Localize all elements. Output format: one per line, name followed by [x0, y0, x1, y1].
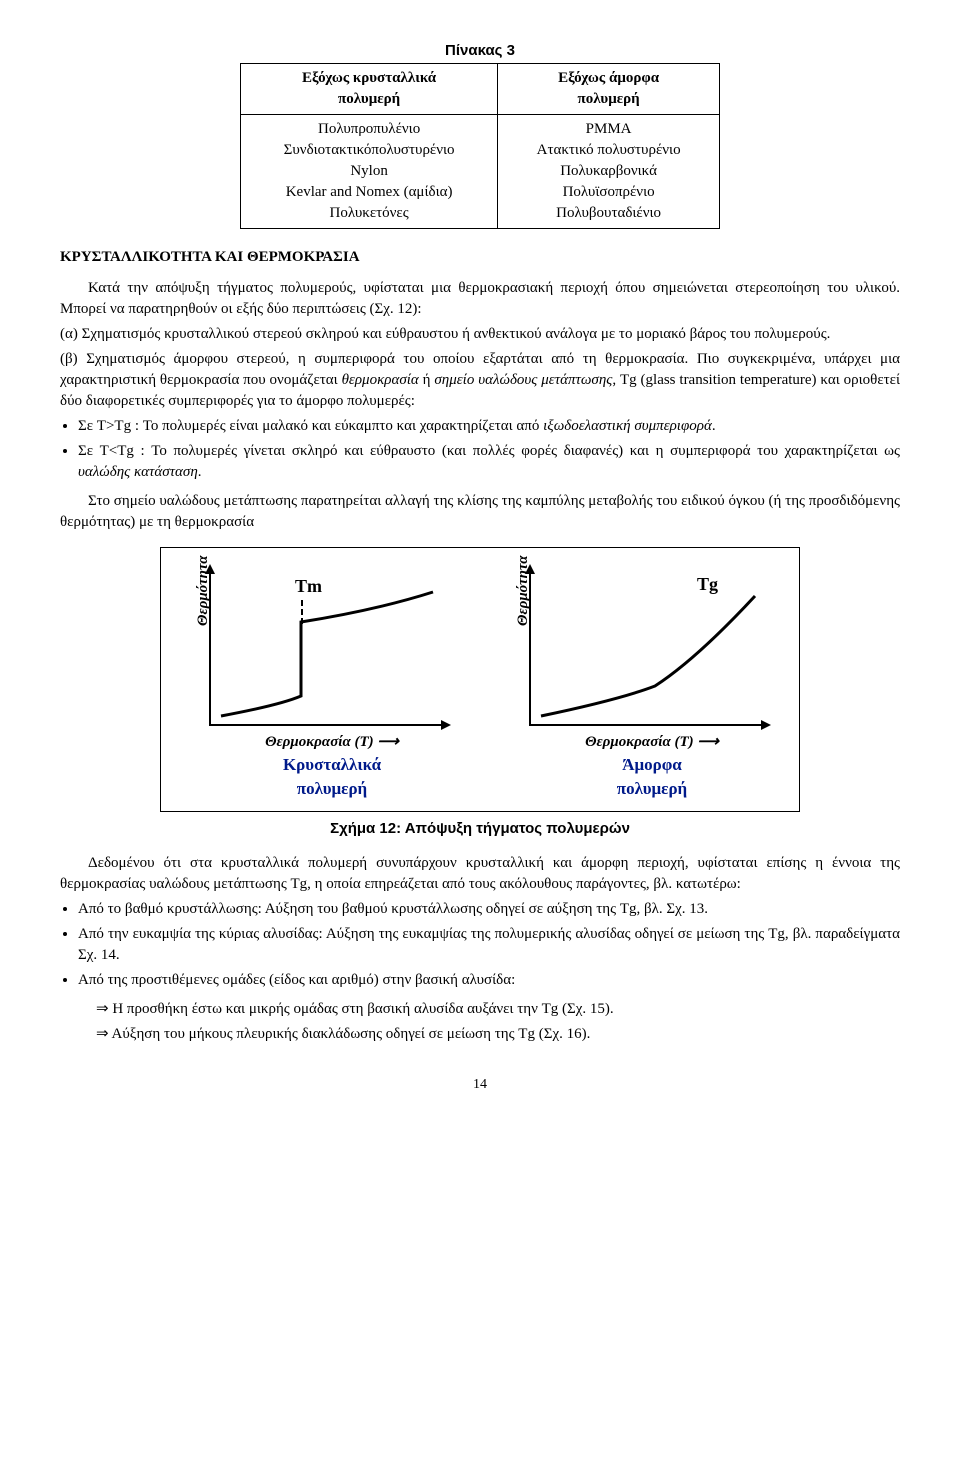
- para-b: (β) Σχηματισμός άμορφου στερεού, η συμπε…: [60, 349, 900, 412]
- bullet-tgtg-below: Σε T<Tg : Το πολυμερές γίνεται σκληρό κα…: [78, 441, 900, 483]
- figure12-box: Tm Θερμότητα Θερμοκρασία (T) ⟶ Κρυσταλλι…: [160, 547, 800, 812]
- figure12-left-panel: Tm Θερμότητα Θερμοκρασία (T) ⟶ Κρυσταλλι…: [185, 566, 455, 801]
- table3-left-cell: Πολυπροπυλένιο Συνδιοτακτικόπολυστυρένιο…: [241, 115, 498, 229]
- ylabel-right: Θερμότητα: [513, 555, 534, 626]
- page-number: 14: [60, 1075, 900, 1095]
- curve-right: [529, 566, 769, 726]
- table3-head-left: Εξόχως κρυσταλλικά πολυμερή: [241, 64, 498, 115]
- arrow-item-2: Αύξηση του μήκους πλευρικής διακλάδωσης …: [96, 1024, 900, 1045]
- table3-title: Πίνακας 3: [240, 40, 720, 61]
- arrow-right-icon: ⟶: [377, 734, 399, 750]
- xlabel-right: Θερμοκρασία (T) ⟶: [529, 732, 775, 753]
- section-heading: ΚΡΥΣΤΑΛΛΙΚΟΤΗΤΑ ΚΑΙ ΘΕΡΜΟΚΡΑΣΙΑ: [60, 247, 900, 268]
- bullets-factors: Από το βαθμό κρυστάλλωσης: Αύξηση του βα…: [60, 899, 900, 991]
- bullet-factor-1: Από το βαθμό κρυστάλλωσης: Αύξηση του βα…: [78, 899, 900, 920]
- bullet-factor-2: Από την ευκαμψία της κύριας αλυσίδας: Αύ…: [78, 924, 900, 966]
- para-factors: Δεδομένου ότι στα κρυσταλλικά πολυμερή σ…: [60, 853, 900, 895]
- tm-label: Tm: [295, 574, 322, 599]
- arrow-item-1: Η προσθήκη έστω και μικρής ομάδας στη βα…: [96, 999, 900, 1020]
- arrow-sublist: Η προσθήκη έστω και μικρής ομάδας στη βα…: [60, 999, 900, 1045]
- bullet-factor-3: Από της προστιθέμενες ομάδες (είδος και …: [78, 970, 900, 991]
- dash-tm: [301, 600, 303, 624]
- table3-wrap: Πίνακας 3 Εξόχως κρυσταλλικά πολυμερή Εξ…: [240, 40, 720, 229]
- figure12-right-panel: Tg Θερμότητα Θερμοκρασία (T) ⟶ Άμορφα πο…: [505, 566, 775, 801]
- para-transition: Στο σημείο υαλώδους μετάπτωσης παρατηρεί…: [60, 491, 900, 533]
- figure12-left-chart: Tm Θερμότητα: [209, 566, 449, 726]
- ylabel-left: Θερμότητα: [193, 555, 214, 626]
- para-intro: Κατά την απόψυξη τήγματος πολυμερούς, υφ…: [60, 278, 900, 320]
- arrow-right-icon: ⟶: [697, 734, 719, 750]
- tg-label: Tg: [697, 572, 718, 597]
- bullets-behaviour: Σε T>Tg : Το πολυμερές είναι μαλακό και …: [60, 416, 900, 483]
- panel-label-left: Κρυσταλλικά πολυμερή: [209, 753, 455, 801]
- table3-head-right: Εξόχως άμορφα πολυμερή: [498, 64, 720, 115]
- curve-left: [209, 566, 449, 726]
- xlabel-left: Θερμοκρασία (T) ⟶: [209, 732, 455, 753]
- figure12-caption: Σχήμα 12: Απόψυξη τήγματος πολυμερών: [60, 818, 900, 839]
- para-a: (α) Σχηματισμός κρυσταλλικού στερεού σκλ…: [60, 324, 900, 345]
- figure12-right-chart: Tg Θερμότητα: [529, 566, 769, 726]
- bullet-tgtg-above: Σε T>Tg : Το πολυμερές είναι μαλακό και …: [78, 416, 900, 437]
- panel-label-right: Άμορφα πολυμερή: [529, 753, 775, 801]
- table3: Εξόχως κρυσταλλικά πολυμερή Εξόχως άμορφ…: [240, 63, 720, 229]
- table3-right-cell: PMMA Ατακτικό πολυστυρένιο Πολυκαρβονικά…: [498, 115, 720, 229]
